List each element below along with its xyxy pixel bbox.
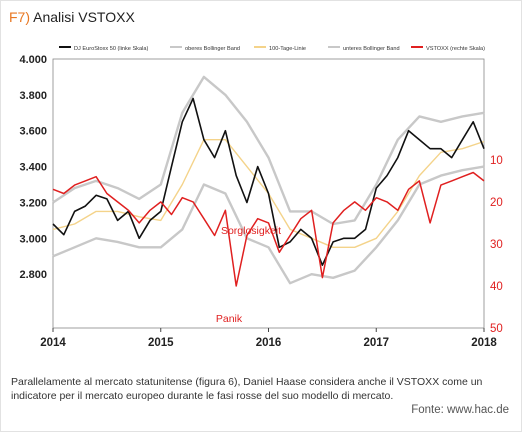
legend-label: oberes Bollinger Band bbox=[185, 46, 240, 52]
right-axis-tick-label: 10 bbox=[490, 155, 503, 167]
figure-title: Analisi VSTOXX bbox=[33, 9, 135, 25]
legend-label: unteres Bollinger Band bbox=[343, 46, 400, 52]
chart-annotation: Panik bbox=[216, 313, 243, 325]
x-axis-tick-label: 2016 bbox=[256, 337, 282, 349]
left-axis-tick-label: 2.800 bbox=[19, 269, 47, 281]
series-line bbox=[52, 97, 485, 266]
left-axis-tick-label: 3.400 bbox=[19, 162, 47, 174]
left-axis-tick-label: 3.000 bbox=[19, 233, 47, 245]
legend-item: oberes Bollinger Band bbox=[170, 46, 240, 52]
left-axis-tick-label: 3.600 bbox=[19, 126, 47, 138]
left-axis-tick-label: 3.200 bbox=[19, 197, 47, 209]
x-axis-tick-label: 2014 bbox=[40, 337, 66, 349]
series-line bbox=[52, 165, 485, 285]
left-axis-tick-label: 3.800 bbox=[19, 90, 47, 102]
series-line bbox=[52, 171, 485, 287]
right-axis-tick-label: 40 bbox=[490, 281, 503, 293]
legend-item: unteres Bollinger Band bbox=[328, 46, 400, 52]
legend-item: 100-Tage-Linie bbox=[254, 46, 306, 52]
chart: DJ EuroStoxx 50 (linke Skala) oberes Boll… bbox=[19, 46, 503, 349]
legend-item: VSTOXX (rechte Skala) bbox=[411, 46, 485, 52]
x-axis-tick-label: 2015 bbox=[148, 337, 174, 349]
legend-label: VSTOXX (rechte Skala) bbox=[426, 46, 485, 52]
right-axis-tick-label: 30 bbox=[490, 239, 503, 251]
legend-label: DJ EuroStoxx 50 (linke Skala) bbox=[74, 46, 148, 52]
figure-caption: Parallelamente al mercato statunitense (… bbox=[11, 376, 483, 402]
legend-label: 100-Tage-Linie bbox=[269, 46, 306, 52]
x-axis-tick-label: 2017 bbox=[363, 337, 389, 349]
figure-label: F7) bbox=[9, 9, 30, 25]
series-line bbox=[52, 75, 485, 226]
right-axis-tick-label: 50 bbox=[490, 323, 503, 335]
left-axis-tick-label: 4.000 bbox=[19, 54, 47, 66]
chart-annotation: Sorglosigkeit bbox=[221, 225, 281, 237]
figure-header: F7) Analisi VSTOXX bbox=[9, 9, 135, 25]
legend-item: DJ EuroStoxx 50 (linke Skala) bbox=[59, 46, 148, 52]
x-axis-tick-label: 2018 bbox=[471, 337, 497, 349]
figure-source: Fonte: www.hac.de bbox=[411, 404, 509, 416]
right-axis-tick-label: 20 bbox=[490, 197, 503, 209]
